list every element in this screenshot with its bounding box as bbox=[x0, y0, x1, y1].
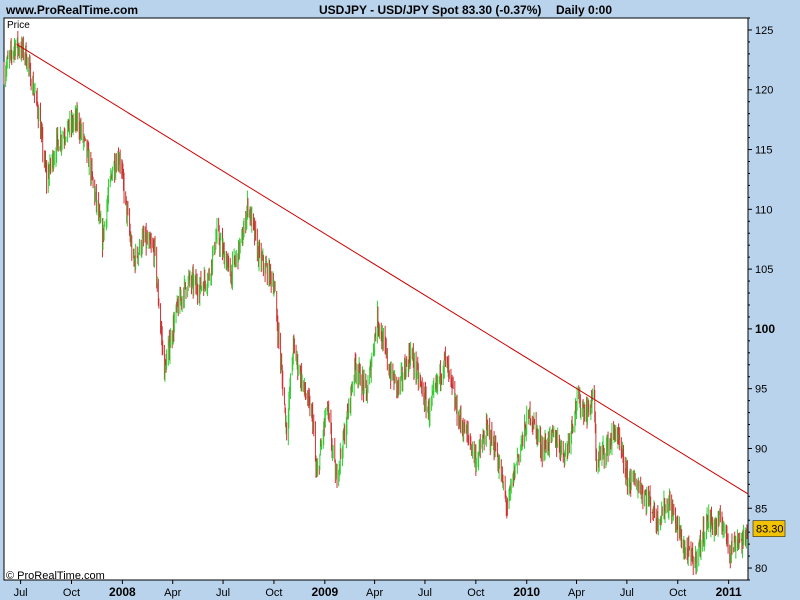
x-tick-label: Apr bbox=[568, 587, 585, 599]
x-tick-label: Jul bbox=[620, 587, 634, 599]
last-price-label: 83.30 bbox=[756, 524, 784, 536]
y-tick-label: 110 bbox=[755, 204, 773, 216]
y-tick-label: 85 bbox=[755, 503, 767, 515]
trendline[interactable] bbox=[16, 43, 749, 495]
panel-label: Price bbox=[7, 20, 30, 31]
y-tick-label: 115 bbox=[755, 145, 773, 157]
x-tick-label: 2010 bbox=[513, 585, 540, 599]
copyright-label: © ProRealTime.com bbox=[6, 570, 105, 582]
x-tick-label: 2009 bbox=[311, 585, 338, 599]
y-tick-label: 95 bbox=[755, 384, 767, 396]
last-price-marker: 83.30 bbox=[752, 520, 786, 537]
y-tick-label: 90 bbox=[755, 443, 767, 455]
y-tick-label: 105 bbox=[755, 264, 773, 276]
chart-header: www.ProRealTime.com USDJPY - USD/JPY Spo… bbox=[0, 0, 800, 20]
instrument-title: USDJPY - USD/JPY Spot bbox=[319, 3, 459, 17]
y-tick-label: 100 bbox=[755, 322, 775, 336]
x-tick-label: Jul bbox=[14, 587, 28, 599]
x-tick-label: Oct bbox=[265, 587, 282, 599]
timeframe-label[interactable]: Daily 0:00 bbox=[556, 3, 613, 17]
y-axis: 80 85 90 95 100 105 110 115 120 125 bbox=[748, 17, 775, 581]
price-quote: 83.30 (-0.37%) bbox=[462, 3, 542, 17]
price-series bbox=[3, 30, 748, 576]
plot-area bbox=[3, 17, 749, 581]
x-tick-label: Oct bbox=[669, 587, 686, 599]
x-axis: Jul Oct 2008 Apr Jul Oct 2009 Apr Jul Oct 2010 Apr J… bbox=[14, 580, 742, 599]
x-tick-label: Jul bbox=[418, 587, 432, 599]
x-tick-label: Oct bbox=[467, 587, 484, 599]
x-tick-label: Oct bbox=[63, 587, 80, 599]
x-tick-label: 2008 bbox=[109, 585, 136, 599]
x-tick-label: 2011 bbox=[716, 585, 742, 599]
site-name[interactable]: www.ProRealTime.com bbox=[6, 3, 139, 17]
last-price-box bbox=[752, 520, 786, 537]
x-tick-label: Jul bbox=[216, 587, 230, 599]
x-tick-label: Apr bbox=[366, 587, 383, 599]
x-tick-label: Apr bbox=[164, 587, 181, 599]
y-tick-label: 120 bbox=[755, 85, 773, 97]
y-tick-label: 80 bbox=[755, 563, 767, 575]
y-tick-label: 125 bbox=[755, 25, 773, 37]
